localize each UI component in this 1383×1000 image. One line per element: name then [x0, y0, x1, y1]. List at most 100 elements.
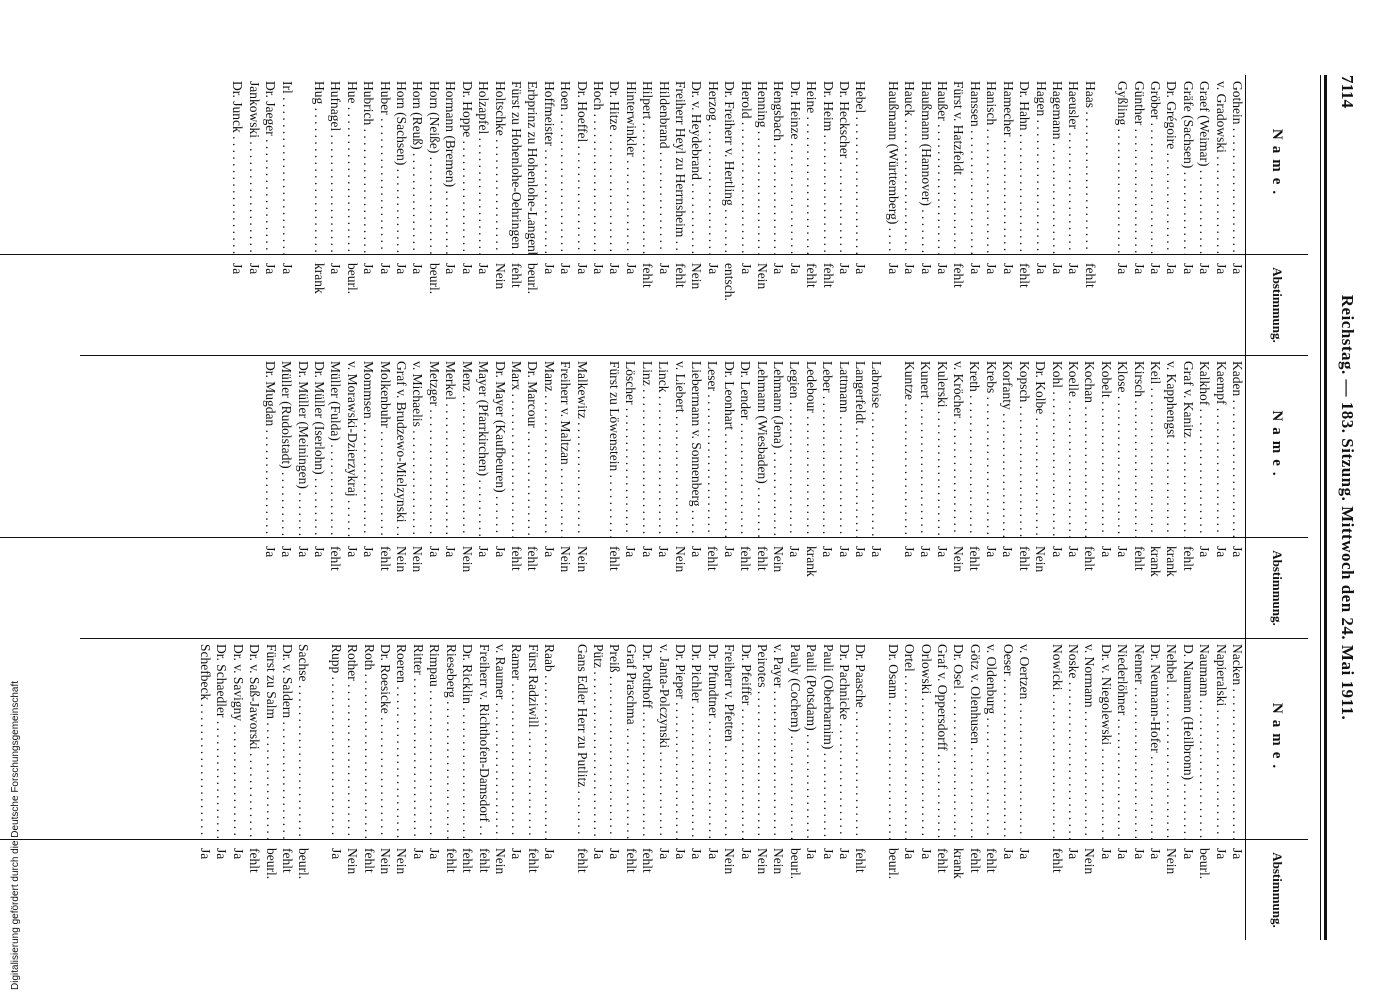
member-row: Gyßling Ja	[1114, 75, 1130, 355]
member-vote: fehlt	[673, 263, 688, 288]
member-vote: Ja	[1049, 263, 1065, 275]
member-row: Nacken Ja	[1229, 638, 1245, 940]
member-name: Schefbeck	[197, 638, 213, 840]
member-vote: Ja	[312, 546, 328, 558]
member-name: Klose	[1114, 355, 1130, 538]
member-name: Dr. Marcour	[524, 355, 540, 538]
member-vote: Ja	[607, 263, 623, 275]
member-vote: fehlt	[935, 848, 951, 873]
member-row: Dr. Marcour fehlt	[524, 355, 540, 638]
member-name: Dr. Ricklin	[459, 638, 475, 840]
member-vote: Ja	[246, 263, 262, 275]
member-name: Götz v. Olenhusen	[967, 638, 983, 840]
member-vote: Ja	[1213, 848, 1229, 860]
member-vote: fehlt	[967, 848, 983, 873]
member-name: Gräfe (Sachsen)	[1179, 75, 1196, 255]
member-vote: Ja	[1164, 263, 1180, 275]
member-name: Dr. Hitze	[606, 75, 622, 255]
member-vote: Ja	[1180, 848, 1196, 860]
member-name: Kaden	[1229, 355, 1245, 538]
member-name: Korfanty	[999, 355, 1015, 538]
member-name: Graf v. Brudzewo-Mielzynski	[393, 355, 409, 538]
member-vote: fehlt	[476, 848, 492, 873]
member-row: Pauli (Potsdam) Ja	[803, 638, 819, 940]
member-vote: fehlt	[640, 263, 656, 288]
member-vote: Ja	[443, 263, 459, 275]
member-row: Lehmann (Wiesbaden) fehlt	[753, 355, 770, 638]
member-row: Linz Ja	[638, 355, 655, 638]
member-vote: Ja	[328, 263, 344, 275]
member-row: Kunert Ja	[917, 355, 933, 638]
member-vote: Ja	[590, 848, 606, 860]
member-vote: fehlt	[1017, 263, 1033, 288]
member-row: Dr. v. Savigny Ja	[229, 638, 246, 940]
member-row: Götz v. Olenhusen fehlt	[967, 638, 983, 940]
member-row: Merkel Ja	[442, 355, 458, 638]
vote-column: Name.Abstimmung.NackenJaNapieralskiJaNau…	[80, 638, 1308, 940]
member-row: Graf Praschma fehlt	[622, 638, 639, 940]
member-vote: Ja	[804, 848, 820, 860]
member-name: Preiß	[606, 638, 622, 840]
member-vote: Ja	[541, 546, 557, 558]
member-name: v. Normann	[1081, 638, 1097, 840]
member-row: Graf v. Kanitz fehlt	[1179, 355, 1196, 638]
member-row: Dr. Grégoire Ja	[1163, 75, 1179, 355]
member-name: Hue	[343, 75, 360, 255]
member-vote: Nein	[1082, 848, 1098, 875]
member-vote: Ja	[558, 263, 574, 275]
member-vote: fehlt	[508, 263, 524, 288]
member-row: Dr. Neumann-Hofer Ja	[1147, 638, 1163, 940]
member-row: Dr. Lender fehlt	[737, 355, 753, 638]
member-name: Hoch	[590, 75, 606, 255]
member-row: Dr. Müller (Meiningen) Ja	[294, 355, 311, 638]
member-name: v. Payer	[770, 638, 786, 840]
member-name: Dr. Schaedler	[213, 638, 229, 840]
member-name: Dr. v. Saldern	[279, 638, 295, 840]
member-name: v. Oldenburg	[983, 638, 999, 840]
member-row: Dr. Hoeffel Ja	[573, 75, 590, 355]
member-name: Hilpert	[639, 75, 655, 255]
member-row: Preiß Ja	[606, 638, 622, 940]
member-row: Dr. Heckscher Ja	[836, 75, 852, 355]
member-name: Ritter	[410, 638, 426, 840]
member-row: Molkenbuhr fehlt	[376, 355, 393, 638]
member-vote: fehlt	[606, 546, 622, 571]
member-row: Freiherr v. Pfetten Nein	[721, 638, 737, 940]
member-vote: Ja	[1000, 848, 1016, 860]
member-row: Fürst zu Hohenlohe-Oehringen fehlt	[508, 75, 524, 355]
member-row: v. Liebert Nein	[671, 355, 688, 638]
member-row: Nowicki fehlt	[1048, 638, 1065, 940]
member-vote: fehlt	[754, 546, 770, 571]
member-name: Huber	[376, 75, 393, 255]
member-row: Hanisch Ja	[983, 75, 999, 355]
member-vote: Ja	[837, 848, 853, 860]
member-row: v. Oldenburg fehlt	[983, 638, 999, 940]
member-name: Nacken	[1229, 638, 1245, 840]
member-row: Hue beurl.	[343, 75, 360, 355]
member-vote: Ja	[1147, 263, 1163, 275]
member-name: Hanisch	[983, 75, 999, 255]
member-vote: krank	[1147, 546, 1163, 577]
member-name: Dr. Pfundtner	[704, 638, 721, 840]
member-row: Keil krank	[1147, 355, 1163, 638]
member-name: Gyßling	[1114, 75, 1130, 255]
member-row: Linck Ja	[655, 355, 671, 638]
member-name: Hauck	[901, 75, 917, 255]
member-name: Dr. Osann	[884, 638, 901, 840]
member-name: Fürst zu Löwenstein	[606, 355, 622, 538]
member-name: Linz	[638, 355, 655, 538]
member-name: Pauli (Potsdam)	[803, 638, 819, 840]
member-vote: Ja	[394, 263, 410, 275]
member-row: v. Raumer Nein	[492, 638, 508, 940]
member-vote: fehlt	[984, 848, 1000, 873]
member-name: Freiherr Heyl zu Herrnsheim	[672, 75, 688, 255]
member-name: Dr. Leonhart	[720, 355, 737, 538]
member-vote: beurl.	[263, 848, 279, 880]
member-row: v. Normann Nein	[1081, 638, 1097, 940]
member-vote: fehlt	[705, 546, 721, 571]
member-row: Dr. Freiherr v. Hertling entsch.	[721, 75, 737, 355]
member-name: Nowicki	[1048, 638, 1065, 840]
member-vote: fehlt	[820, 263, 836, 288]
member-name: Molkenbuhr	[376, 355, 393, 538]
